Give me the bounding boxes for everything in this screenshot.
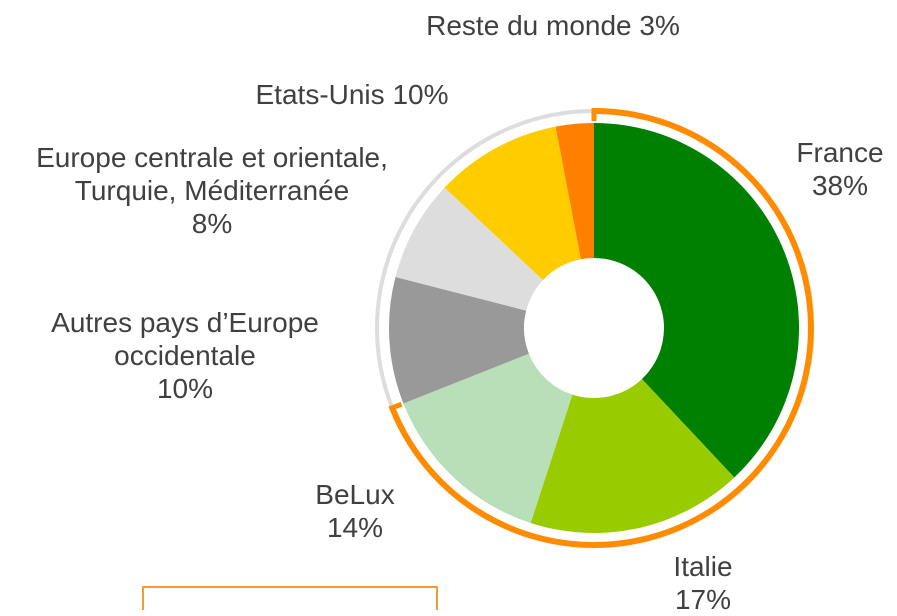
donut-slice: [594, 123, 799, 478]
value-label: 17%: [674, 584, 732, 615]
donut-slice: [395, 187, 543, 311]
category-name: Autres pays d’Europe occidentale: [51, 307, 319, 371]
slice-label: Europe centrale et orientale, Turquie, M…: [2, 141, 422, 240]
ring-tick: [388, 401, 403, 412]
value-label: 38%: [811, 170, 869, 201]
outer-ring-highlight: [389, 108, 814, 548]
outer-ring: [375, 109, 595, 409]
slice-label: Reste du monde 3%: [426, 9, 680, 42]
donut-slice: [389, 277, 529, 404]
value-label: 3%: [639, 10, 680, 41]
category-name: Etats-Unis: [255, 79, 385, 110]
category-name: Europe centrale et orientale, Turquie, M…: [36, 142, 388, 206]
slice-label: Autres pays d’Europe occidentale 10%: [30, 306, 340, 405]
value-label: 14%: [326, 512, 384, 543]
slice-label: BeLux 14%: [315, 478, 394, 544]
value-label: 10%: [156, 373, 214, 404]
value-label: 10%: [392, 79, 449, 110]
donut-slice: [530, 379, 735, 533]
legend-box: [142, 586, 438, 610]
value-label: 8%: [191, 208, 233, 239]
donut-slice: [555, 123, 594, 260]
slice-label: Etats-Unis 10%: [256, 78, 449, 111]
category-name: BeLux: [315, 479, 395, 510]
category-name: France: [796, 137, 884, 168]
category-name: Reste du monde: [426, 10, 632, 41]
slice-label: Italie 17%: [673, 550, 732, 616]
slice-label: France 38%: [796, 136, 883, 202]
donut-slice: [403, 353, 573, 523]
category-name: Italie: [673, 551, 733, 582]
donut-slice: [444, 126, 581, 281]
